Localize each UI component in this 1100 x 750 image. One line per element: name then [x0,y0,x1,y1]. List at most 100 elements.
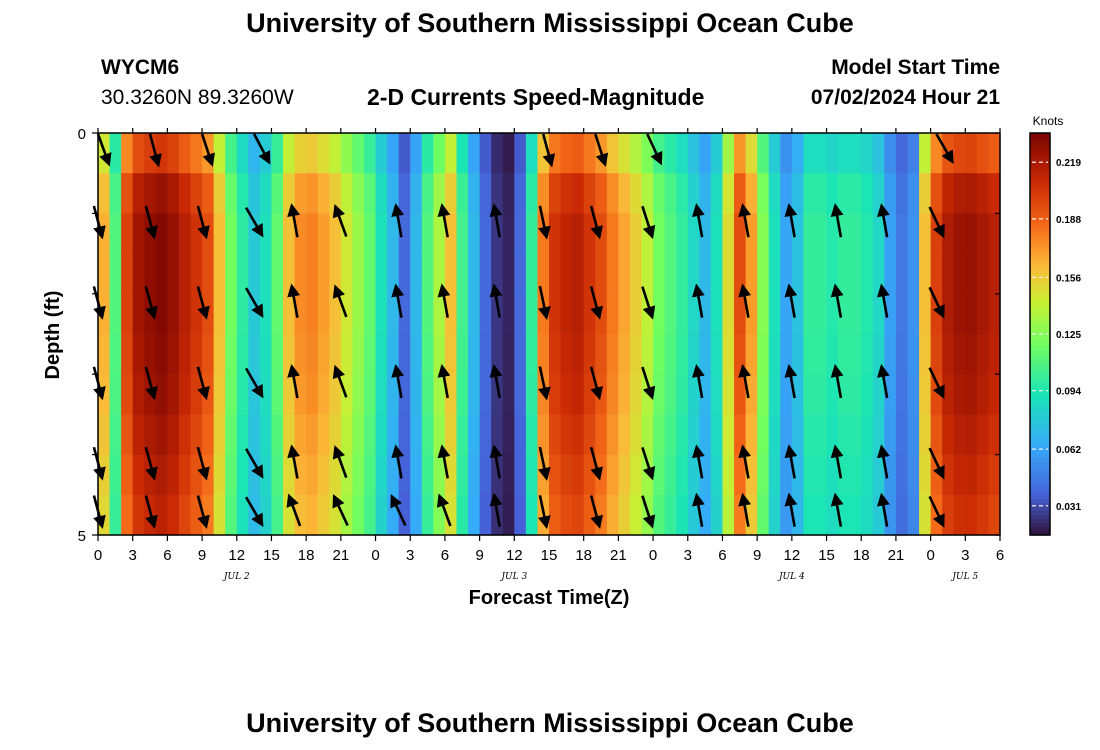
heatmap-cell [433,494,446,536]
heatmap-cell [317,173,330,214]
heatmap-cell [699,414,712,456]
colorbar-segment [1030,414,1050,420]
heatmap-cell [178,494,192,536]
heatmap-cell [757,374,770,415]
heatmap-cell [363,213,377,255]
heatmap-cell [236,454,249,496]
heatmap-cell [965,454,978,496]
heatmap-cell [352,133,365,174]
colorbar-segment [1030,321,1050,327]
x-tick-label: 3 [961,547,969,564]
heatmap-cell [167,414,180,456]
heatmap-cell [225,454,238,496]
heatmap-cell [861,494,874,536]
heatmap-cell [653,253,666,295]
current-vector [928,447,945,480]
current-vector [738,492,752,527]
current-vector [286,493,302,527]
heatmap-cell [919,414,932,456]
heatmap-cell [606,494,619,536]
heatmap-cell [664,414,677,456]
heatmap-cell [213,293,226,335]
model-start-value: 07/02/2024 Hour 21 [810,86,1000,109]
heatmap-cell [340,213,354,255]
current-vector [489,492,503,527]
colorbar-segment [1030,145,1050,150]
heatmap-cell [988,133,1001,174]
colorbar-segment [1030,514,1050,520]
colorbar-unit: Knots [1033,114,1064,128]
heatmap-cell [537,414,550,456]
heatmap-cell [653,213,666,255]
heatmap-cell [919,213,932,255]
heatmap-cell [965,334,978,375]
heatmap-cell [421,374,434,415]
current-vector [144,366,158,401]
heatmap-cell [109,494,122,536]
heatmap-cell [190,494,203,536]
colorbar-segment [1030,193,1050,198]
colorbar-segment [1030,297,1050,303]
heatmap-cell [375,133,388,174]
heatmap-cell [664,293,677,335]
heatmap-cell [271,374,284,415]
current-vector [738,203,752,238]
heatmap-cell [919,173,932,214]
heatmap-cell [814,374,828,415]
heatmap-cell [641,253,654,295]
heatmap-cell [294,414,307,456]
heatmap-cell [942,213,955,255]
heatmap-cell [653,334,666,375]
heatmap-cell [976,334,990,375]
heatmap-cell [629,414,643,456]
heatmap-cell [514,213,527,255]
heatmap-cell [907,494,920,536]
colorbar-segment [1030,394,1050,399]
heatmap-cell [768,494,781,536]
current-vector [244,367,264,399]
heatmap-cell [340,253,354,295]
heatmap-cell [722,253,735,295]
colorbar-segment [1030,434,1050,440]
current-vector [489,203,503,238]
colorbar-segment [1030,269,1050,275]
heatmap-cell [213,173,226,214]
colorbar-segment [1030,530,1050,536]
heatmap-cell [838,454,851,496]
heatmap-cell [109,334,122,375]
current-vector [196,286,210,320]
heatmap-cell [629,133,643,174]
heatmap-cell [329,454,342,496]
current-vector [830,283,844,318]
heatmap-cell [190,334,203,375]
heatmap-cell [468,253,481,295]
heatmap-cell [722,293,735,335]
heatmap-cell [352,293,365,335]
current-vector [489,283,503,318]
colorbar-segment [1030,157,1050,162]
heatmap-cell [780,133,793,174]
colorbar-segment [1030,197,1050,202]
heatmap-cell [757,334,770,375]
heatmap-cell [803,494,816,536]
colorbar-segment [1030,245,1050,251]
colorbar-segment [1030,249,1050,255]
heatmap-cell [895,334,909,375]
heatmap-cell [919,133,932,174]
heatmap-cell [444,253,458,295]
heatmap-cell [629,173,643,214]
heatmap-cell [791,173,805,214]
heatmap-cell [780,454,793,496]
heatmap-cell [317,133,330,174]
current-vector [537,495,551,530]
heatmap-cell [421,494,434,536]
heatmap-cell [178,414,192,456]
heatmap-cell [167,173,180,214]
colorbar-segment [1030,313,1050,319]
heatmap-cell [757,454,770,496]
heatmap-cell [329,374,342,415]
heatmap-cell [213,253,226,295]
heatmap-cell [525,253,539,295]
heatmap-cell [202,454,215,496]
colorbar-segment [1030,378,1050,383]
